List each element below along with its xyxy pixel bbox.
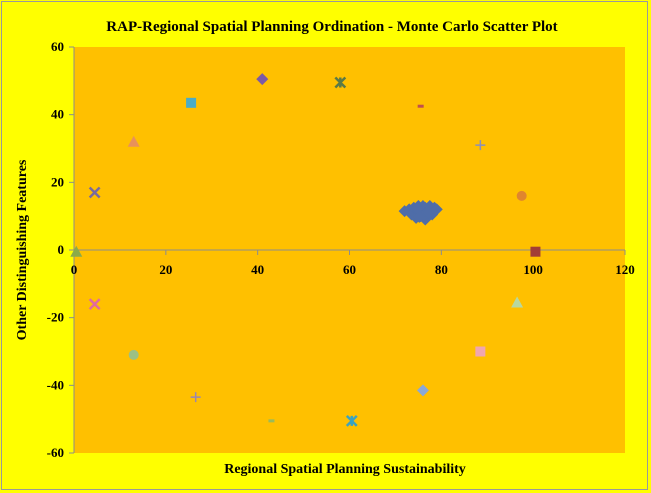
x-tick-label: 120	[615, 262, 635, 277]
data-point-x	[88, 298, 101, 311]
data-point-triangle	[70, 245, 83, 257]
y-tick-label: 20	[51, 174, 64, 189]
data-point-dash	[268, 419, 275, 423]
data-point-diamond	[416, 384, 429, 397]
chart-title: RAP-Regional Spatial Planning Ordination…	[106, 19, 557, 35]
data-point-circle	[128, 349, 139, 360]
y-axis-label: Other Distinguishing Features	[15, 159, 30, 340]
x-tick-label: 0	[71, 262, 78, 277]
y-tick-label: 0	[58, 242, 65, 257]
data-point-circle	[516, 190, 527, 201]
data-point-dash	[417, 104, 424, 108]
data-point-plus	[475, 140, 486, 151]
y-tick-label: 40	[51, 107, 64, 122]
data-point-x	[88, 186, 101, 199]
data-point-diamond	[256, 73, 269, 86]
data-point-diamond	[413, 210, 426, 223]
y-tick-label: -60	[47, 445, 64, 460]
data-point-square	[475, 346, 486, 357]
x-tick-label: 40	[251, 262, 264, 277]
data-points	[70, 73, 541, 427]
x-axis-label: Regional Spatial Planning Sustainability	[224, 462, 466, 477]
data-point-triangle	[511, 296, 524, 308]
tick-labels: -60 -40 -20 0 20 40 60 0 20 40 60 80 100 120	[47, 39, 635, 460]
y-tick-label: -20	[47, 310, 64, 325]
data-point-diamond	[422, 206, 435, 219]
data-point-star	[345, 414, 358, 427]
data-point-square	[530, 246, 541, 257]
y-tick-label: 60	[51, 39, 64, 54]
x-tick-label: 80	[435, 262, 448, 277]
data-point-square	[186, 97, 197, 108]
data-point-plus	[190, 392, 201, 403]
data-point-diamond	[411, 202, 424, 215]
data-point-triangle	[127, 135, 140, 147]
x-tick-label: 60	[343, 262, 356, 277]
y-tick-label: -40	[47, 377, 64, 392]
x-tick-label: 100	[523, 262, 543, 277]
x-tick-label: 20	[159, 262, 172, 277]
data-point-star	[334, 76, 347, 89]
